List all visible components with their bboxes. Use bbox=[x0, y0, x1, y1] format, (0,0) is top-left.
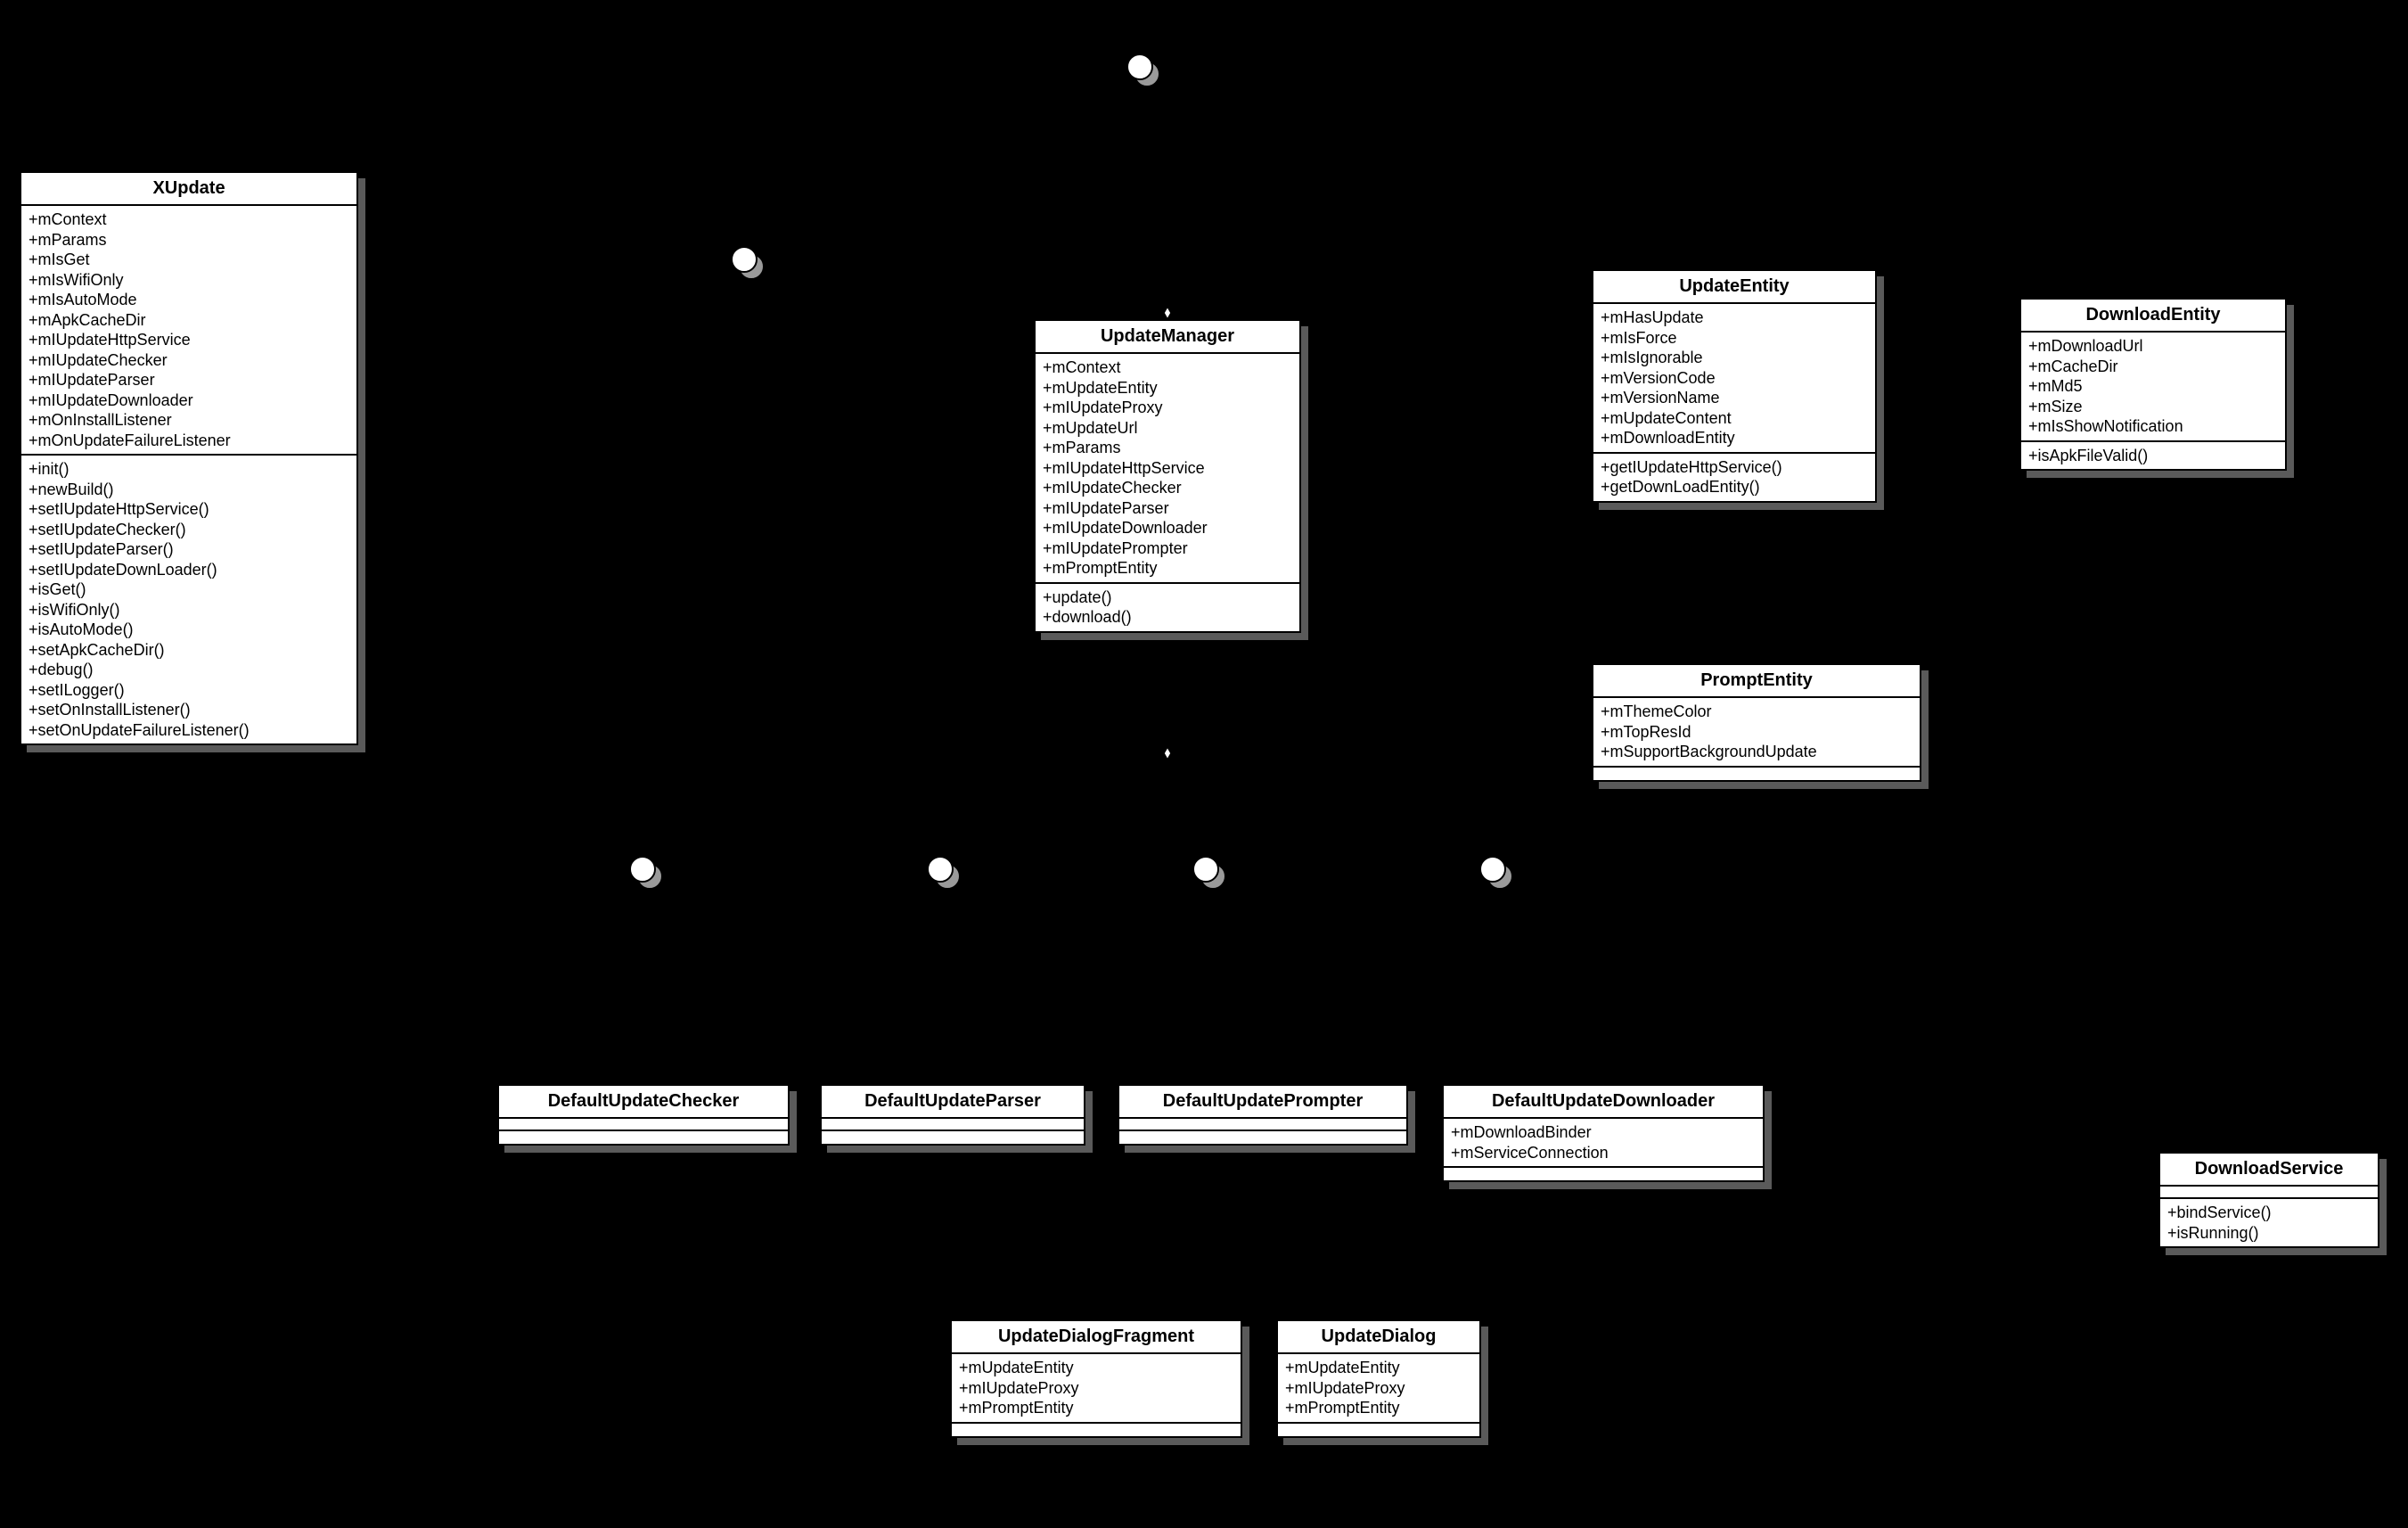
class-defaultupdatedownloader: DefaultUpdateDownloader +mDownloadBinder… bbox=[1442, 1084, 1765, 1182]
class-title: DefaultUpdatePrompter bbox=[1119, 1086, 1406, 1119]
class-title: UpdateEntity bbox=[1593, 271, 1875, 304]
class-downloadservice: DownloadService +bindService() +isRunnin… bbox=[2158, 1152, 2379, 1248]
class-title: DownloadEntity bbox=[2021, 300, 2285, 333]
field: +mIUpdateProxy bbox=[959, 1378, 1233, 1399]
class-defaultupdatechecker: DefaultUpdateChecker bbox=[497, 1084, 790, 1146]
method: +init() bbox=[29, 459, 349, 480]
class-promptentity: PromptEntity +mThemeColor +mTopResId +mS… bbox=[1592, 663, 1921, 782]
class-title: DefaultUpdateDownloader bbox=[1444, 1086, 1763, 1119]
field: +mUpdateUrl bbox=[1043, 418, 1292, 439]
method: +isWifiOnly() bbox=[29, 600, 349, 620]
connectors-layer bbox=[0, 0, 2408, 1528]
method: +isRunning() bbox=[2167, 1223, 2371, 1244]
field: +mIUpdateParser bbox=[1043, 498, 1292, 519]
method: +setIUpdateDownLoader() bbox=[29, 560, 349, 580]
interface-icon bbox=[629, 856, 661, 888]
class-updateentity: UpdateEntity +mHasUpdate +mIsForce +mIsI… bbox=[1592, 269, 1877, 503]
interface-icon bbox=[927, 856, 959, 888]
field: +mIsIgnorable bbox=[1601, 348, 1868, 368]
field: +mOnInstallListener bbox=[29, 410, 349, 431]
method: +setIUpdateParser() bbox=[29, 539, 349, 560]
field: +mSize bbox=[2028, 397, 2278, 417]
class-title: UpdateDialogFragment bbox=[952, 1321, 1241, 1354]
field: +mIUpdateChecker bbox=[29, 350, 349, 371]
field: +mDownloadUrl bbox=[2028, 336, 2278, 357]
class-downloadentity: DownloadEntity +mDownloadUrl +mCacheDir … bbox=[2019, 298, 2287, 471]
field: +mIsForce bbox=[1601, 328, 1868, 349]
field: +mContext bbox=[29, 209, 349, 230]
interface-icon bbox=[731, 246, 763, 278]
method: +download() bbox=[1043, 607, 1292, 628]
method: +setIUpdateChecker() bbox=[29, 520, 349, 540]
field: +mIsWifiOnly bbox=[29, 270, 349, 291]
method: +debug() bbox=[29, 660, 349, 680]
field: +mIsGet bbox=[29, 250, 349, 270]
field: +mDownloadBinder bbox=[1451, 1122, 1756, 1143]
field: +mApkCacheDir bbox=[29, 310, 349, 331]
field: +mIUpdatePrompter bbox=[1043, 538, 1292, 559]
field: +mUpdateEntity bbox=[1285, 1358, 1472, 1378]
field: +mHasUpdate bbox=[1601, 308, 1868, 328]
class-defaultupdateparser: DefaultUpdateParser bbox=[820, 1084, 1085, 1146]
field: +mIUpdateDownloader bbox=[1043, 518, 1292, 538]
field: +mPromptEntity bbox=[959, 1398, 1233, 1418]
method: +bindService() bbox=[2167, 1203, 2371, 1223]
field: +mIsShowNotification bbox=[2028, 416, 2278, 437]
field: +mPromptEntity bbox=[1285, 1398, 1472, 1418]
field: +mUpdateContent bbox=[1601, 408, 1868, 429]
field: +mTopResId bbox=[1601, 722, 1912, 743]
field: +mCacheDir bbox=[2028, 357, 2278, 377]
field: +mIUpdateParser bbox=[29, 370, 349, 390]
class-updatemanager: UpdateManager +mContext +mUpdateEntity +… bbox=[1034, 319, 1301, 633]
field: +mServiceConnection bbox=[1451, 1143, 1756, 1163]
interface-icon bbox=[1192, 856, 1224, 888]
field: +mVersionName bbox=[1601, 388, 1868, 408]
field: +mParams bbox=[29, 230, 349, 251]
field: +mDownloadEntity bbox=[1601, 428, 1868, 448]
interface-icon bbox=[1126, 53, 1159, 86]
class-title: XUpdate bbox=[21, 173, 356, 206]
field: +mOnUpdateFailureListener bbox=[29, 431, 349, 451]
method: +update() bbox=[1043, 587, 1292, 608]
method: +isAutoMode() bbox=[29, 620, 349, 640]
field: +mThemeColor bbox=[1601, 702, 1912, 722]
class-updatedialogfragment: UpdateDialogFragment +mUpdateEntity +mIU… bbox=[950, 1319, 1242, 1438]
method: +getIUpdateHttpService() bbox=[1601, 457, 1868, 478]
class-title: UpdateManager bbox=[1036, 321, 1299, 354]
field: +mIUpdateProxy bbox=[1043, 398, 1292, 418]
method: +setIUpdateHttpService() bbox=[29, 499, 349, 520]
field: +mIUpdateHttpService bbox=[1043, 458, 1292, 479]
interface-icon bbox=[1479, 856, 1511, 888]
method: +setOnInstallListener() bbox=[29, 700, 349, 720]
field: +mIUpdateDownloader bbox=[29, 390, 349, 411]
class-title: DownloadService bbox=[2160, 1154, 2378, 1187]
class-updatedialog: UpdateDialog +mUpdateEntity +mIUpdatePro… bbox=[1276, 1319, 1481, 1438]
field: +mIsAutoMode bbox=[29, 290, 349, 310]
field: +mMd5 bbox=[2028, 376, 2278, 397]
class-title: PromptEntity bbox=[1593, 665, 1920, 698]
field: +mIUpdateHttpService bbox=[29, 330, 349, 350]
method: +setApkCacheDir() bbox=[29, 640, 349, 661]
field: +mPromptEntity bbox=[1043, 558, 1292, 579]
class-defaultupdateprompter: DefaultUpdatePrompter bbox=[1118, 1084, 1408, 1146]
field: +mIUpdateProxy bbox=[1285, 1378, 1472, 1399]
field: +mUpdateEntity bbox=[959, 1358, 1233, 1378]
method: +getDownLoadEntity() bbox=[1601, 477, 1868, 497]
class-title: DefaultUpdateChecker bbox=[499, 1086, 788, 1119]
field: +mUpdateEntity bbox=[1043, 378, 1292, 398]
field: +mSupportBackgroundUpdate bbox=[1601, 742, 1912, 762]
field: +mVersionCode bbox=[1601, 368, 1868, 389]
method: +newBuild() bbox=[29, 480, 349, 500]
method: +isApkFileValid() bbox=[2028, 446, 2278, 466]
method: +isGet() bbox=[29, 579, 349, 600]
class-title: DefaultUpdateParser bbox=[822, 1086, 1084, 1119]
method: +setOnUpdateFailureListener() bbox=[29, 720, 349, 741]
method: +setILogger() bbox=[29, 680, 349, 701]
field: +mIUpdateChecker bbox=[1043, 478, 1292, 498]
class-title: UpdateDialog bbox=[1278, 1321, 1479, 1354]
field: +mContext bbox=[1043, 357, 1292, 378]
field: +mParams bbox=[1043, 438, 1292, 458]
class-xupdate: XUpdate +mContext +mParams +mIsGet +mIsW… bbox=[20, 171, 358, 745]
